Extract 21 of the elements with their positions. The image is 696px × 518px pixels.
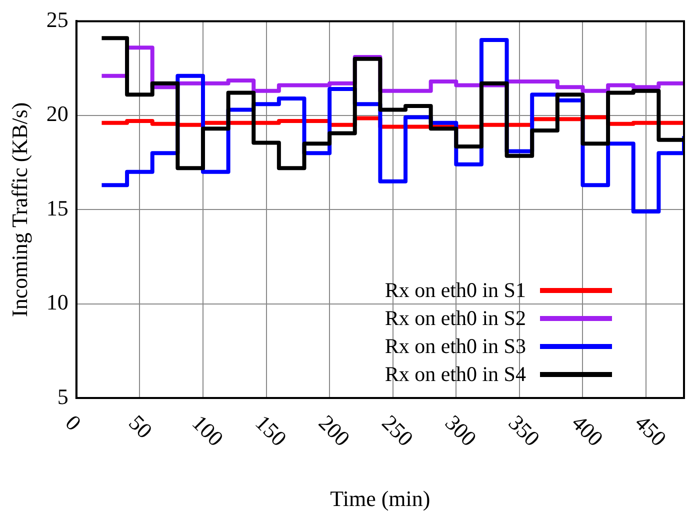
x-tick-label: 450 [630, 410, 672, 451]
y-tick-label: 15 [46, 195, 68, 220]
x-tick-label: 0 [60, 410, 86, 436]
x-tick-label: 150 [250, 410, 292, 451]
y-axis-title: Incoming Traffic (KB/s) [6, 102, 32, 317]
legend-label: Rx on eth0 in S4 [384, 362, 526, 386]
y-tick-label: 10 [46, 290, 68, 315]
x-tick-label: 250 [377, 410, 418, 451]
y-tick-label: 20 [46, 101, 68, 126]
x-tick-label: 300 [440, 410, 482, 451]
legend-label: Rx on eth0 in S2 [384, 306, 526, 330]
y-tick-label: 5 [57, 384, 68, 409]
x-tick-label: 50 [124, 410, 158, 444]
x-tick-label: 400 [567, 410, 608, 451]
legend-label: Rx on eth0 in S3 [384, 334, 526, 358]
legend-label: Rx on eth0 in S1 [384, 278, 526, 302]
x-tick-label: 200 [314, 410, 355, 451]
x-tick-label: 100 [187, 410, 228, 451]
x-tick-label: 350 [504, 410, 545, 451]
y-tick-label: 25 [46, 6, 68, 32]
x-axis-title: Time (min) [330, 486, 430, 511]
